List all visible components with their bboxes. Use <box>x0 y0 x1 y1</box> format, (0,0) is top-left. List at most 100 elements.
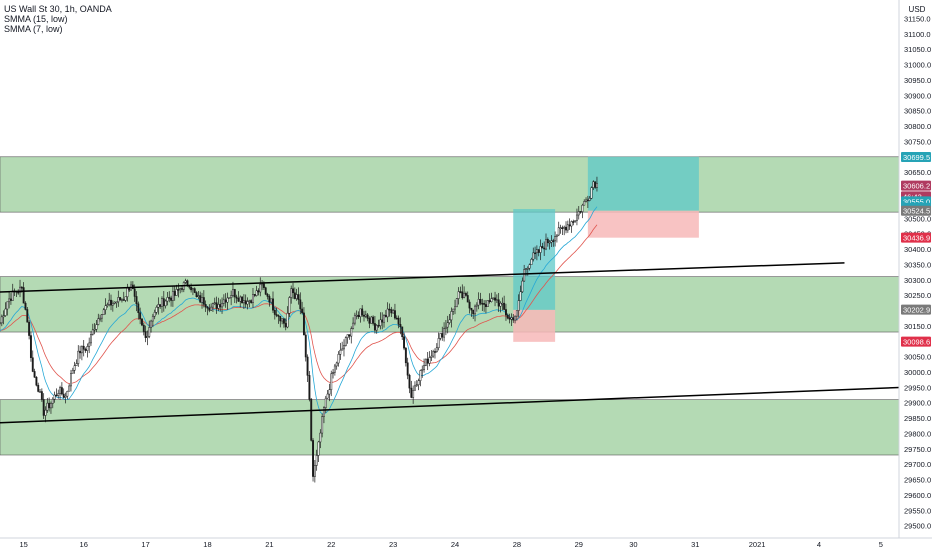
candle-body <box>470 307 473 311</box>
candle-body <box>355 314 358 317</box>
candle-body <box>215 302 218 309</box>
candle-body <box>395 317 398 320</box>
y-tick-label: 31150.0 <box>904 14 931 23</box>
candle-body <box>346 334 349 338</box>
price-label: 30699.5 <box>903 153 930 162</box>
position-target-1 <box>587 156 699 211</box>
candle-body <box>55 394 58 397</box>
candle-body <box>404 347 407 364</box>
candle-body <box>288 297 291 314</box>
candle-body <box>264 287 267 295</box>
candle-body <box>282 318 285 324</box>
indicator-smma-15[interactable]: SMMA (15, low) <box>4 14 68 24</box>
candle-body <box>370 316 373 324</box>
currency-label[interactable]: USD <box>908 5 926 14</box>
candle-body <box>341 348 344 351</box>
y-tick-label: 30150.0 <box>904 322 931 331</box>
candle-body <box>313 465 316 477</box>
candle-body <box>525 268 527 270</box>
candle-body <box>588 198 591 201</box>
x-tick-label: 24 <box>451 540 459 549</box>
candle-body <box>259 283 262 293</box>
chart-legend: US Wall St 30, 1h, OANDA SMMA (15, low) … <box>4 4 112 34</box>
candle-body <box>541 246 544 249</box>
candle-body <box>437 338 440 349</box>
candle-body <box>146 336 149 338</box>
candle-body <box>417 380 420 386</box>
price-label-bg <box>901 304 931 315</box>
candle-body <box>503 302 506 310</box>
candle-body <box>406 362 409 376</box>
candle-body <box>323 407 325 417</box>
candle-body <box>97 318 100 325</box>
candle-body <box>0 322 1 325</box>
candle-body <box>191 288 194 291</box>
candle-body <box>366 314 369 319</box>
candle-body <box>272 298 274 311</box>
candle-body <box>82 345 85 350</box>
candle-body <box>151 315 154 322</box>
candle-body <box>6 301 9 310</box>
price-label-bg <box>901 232 931 243</box>
candle-body <box>84 348 87 351</box>
candle-body <box>444 326 447 329</box>
price-label-bg <box>901 336 931 347</box>
y-tick-label: 30500.0 <box>904 214 931 223</box>
candle-body <box>388 308 391 311</box>
candle-body <box>332 372 335 375</box>
candle-body <box>100 314 103 319</box>
position-stop-0 <box>513 309 556 342</box>
candle-body <box>190 286 193 291</box>
candle-body <box>315 455 318 466</box>
candle-body <box>40 391 43 400</box>
candle-body <box>594 181 597 188</box>
price-label: 30606.2 <box>903 182 930 191</box>
candle-body <box>144 331 147 338</box>
candle-body <box>193 288 196 293</box>
candle-body <box>515 310 518 317</box>
candle-body <box>423 365 426 370</box>
candle-body <box>539 246 542 253</box>
candle-body <box>563 226 566 229</box>
candle-body <box>170 297 173 301</box>
candle-body <box>29 335 32 358</box>
candle-body <box>301 308 304 314</box>
candle-body <box>384 314 387 318</box>
candle-body <box>262 283 265 288</box>
time-axis-bg <box>0 538 932 550</box>
candle-body <box>412 390 415 398</box>
candle-body <box>523 269 526 282</box>
candle-body <box>117 297 120 303</box>
candle-body <box>415 384 418 387</box>
candle-body <box>319 432 322 443</box>
candle-body <box>373 323 376 331</box>
candle-body <box>339 349 342 355</box>
candle-body <box>328 389 331 395</box>
candle-body <box>24 302 27 310</box>
candle-body <box>173 291 176 296</box>
candle-body <box>226 297 229 303</box>
candle-body <box>9 298 12 301</box>
candle-body <box>208 307 211 311</box>
candle-body <box>508 317 511 320</box>
candle-body <box>22 287 25 304</box>
candle-body <box>486 300 489 307</box>
candle-body <box>66 390 69 397</box>
candle-body <box>233 289 236 298</box>
candle-body <box>195 292 198 297</box>
position-stop-1 <box>587 210 699 238</box>
candle-body <box>181 288 183 290</box>
candle-body <box>410 387 413 398</box>
candle-body <box>17 291 20 294</box>
candle-body <box>75 363 78 366</box>
indicator-smma-7[interactable]: SMMA (7, low) <box>4 24 63 34</box>
x-tick-label: 28 <box>513 540 521 549</box>
candle-body <box>71 370 74 374</box>
candle-body <box>497 299 500 307</box>
candle-body <box>232 289 234 296</box>
candle-body <box>424 358 427 366</box>
candle-body <box>501 302 504 305</box>
symbol-title[interactable]: US Wall St 30, 1h, OANDA <box>4 4 112 14</box>
